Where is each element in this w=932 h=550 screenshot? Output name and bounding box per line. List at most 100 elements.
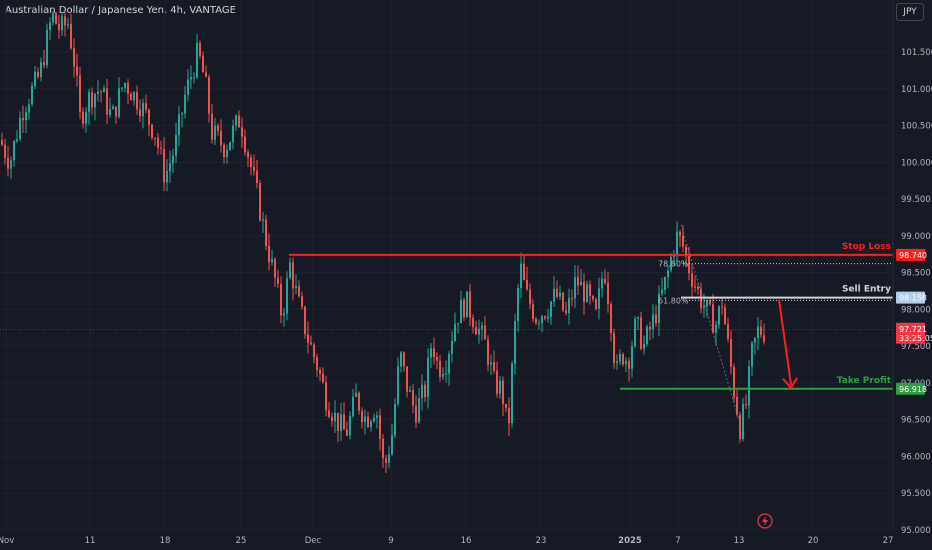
candle-body — [421, 384, 423, 399]
candle-body — [235, 115, 237, 126]
price-tick-label: 100.000 — [901, 158, 932, 168]
candle-body — [124, 83, 126, 88]
candle-body — [439, 360, 441, 377]
candle-body — [487, 339, 489, 365]
candle-body — [571, 298, 573, 300]
candle-body — [676, 231, 678, 255]
candle-body — [97, 91, 99, 94]
lightning-icon[interactable] — [757, 513, 773, 529]
candle-body — [538, 322, 540, 324]
candle-body — [373, 417, 375, 422]
candle-body — [256, 170, 258, 183]
candle-body — [433, 348, 435, 357]
lightning-icon-ring — [757, 513, 773, 529]
candle-body — [217, 125, 219, 132]
price-tick-label: 101.000 — [901, 85, 932, 95]
candle-body — [616, 361, 618, 364]
currency-button[interactable]: JPY — [896, 3, 924, 21]
candle-body — [343, 414, 345, 430]
grid — [0, 0, 893, 531]
candle-body — [688, 256, 690, 274]
candle-body — [556, 288, 558, 297]
candle-body — [67, 23, 69, 26]
current-price-tag-bg — [896, 322, 925, 344]
candle-body — [619, 353, 621, 362]
candle-body — [169, 163, 171, 172]
candle-body — [64, 16, 66, 26]
time-axis[interactable]: Nov 11 18 25 Dec 9 16 23 2025 7 13 20 27 — [0, 513, 893, 546]
take-profit-price-tag: 96.918 — [899, 385, 927, 394]
candle-body — [118, 88, 120, 117]
take-profit-price-tag-bg — [896, 382, 925, 395]
candle-body — [31, 85, 33, 105]
candle-body — [265, 219, 267, 246]
candle-body — [643, 343, 645, 349]
candle-body — [61, 16, 63, 31]
candle-body — [640, 317, 642, 349]
target-arrow-head — [782, 377, 798, 390]
candle-body — [379, 415, 381, 439]
candle-body — [148, 109, 150, 125]
candle-body — [229, 142, 231, 151]
candle-body — [13, 141, 15, 161]
stop-loss-label: Stop Loss — [842, 242, 891, 252]
candle-body — [451, 340, 453, 354]
candle-body — [679, 231, 681, 236]
candle-body — [718, 306, 720, 325]
price-tick-label: 95.000 — [901, 526, 931, 536]
candle-body — [595, 299, 597, 309]
candle-body — [751, 342, 753, 367]
candle-body — [598, 288, 600, 309]
candle-body — [646, 326, 648, 344]
candle-body — [166, 171, 168, 183]
candle-body — [682, 235, 684, 247]
candle-body — [289, 262, 291, 279]
candle-body — [151, 124, 153, 138]
candle-body — [1, 140, 3, 145]
candle-body — [748, 366, 750, 406]
sell-entry-price-tag-bg — [896, 291, 925, 304]
candle-body — [154, 137, 156, 139]
candle-body — [391, 435, 393, 455]
candle-body — [691, 273, 693, 287]
candle-body — [397, 366, 399, 404]
candle-body — [298, 286, 300, 297]
candle-body — [91, 92, 93, 108]
candle-body — [655, 314, 657, 324]
time-tick-label: 20 — [808, 536, 819, 546]
candle-body — [190, 77, 192, 80]
candle-body — [310, 342, 312, 345]
candle-body — [493, 362, 495, 371]
candle-body — [139, 109, 141, 117]
countdown-tag: 33:25:05 — [899, 334, 932, 343]
candle-body — [367, 416, 369, 428]
take-profit-label: Take Profit — [837, 376, 892, 386]
candle-body — [58, 23, 60, 31]
candle-body — [454, 323, 456, 341]
candle-body — [109, 109, 111, 115]
candle-body — [721, 306, 723, 308]
candle-body — [589, 284, 591, 297]
candle-body — [685, 246, 687, 257]
candle-body — [412, 390, 414, 406]
candle-body — [382, 438, 384, 459]
candle-body — [481, 325, 483, 329]
candle-body — [523, 263, 525, 280]
candle-body — [739, 414, 741, 440]
candle-body — [760, 326, 762, 336]
candle-body — [331, 416, 333, 422]
time-tick-label: 7 — [675, 536, 680, 546]
candle-body — [127, 83, 129, 94]
price-tick-label: 96.500 — [901, 416, 931, 426]
candle-body — [634, 318, 636, 347]
time-tick-label: 23 — [536, 536, 547, 546]
price-axis[interactable]: 95.00095.50096.00096.50097.00097.50098.0… — [892, 0, 932, 536]
candle-body — [763, 335, 765, 342]
fib-trend-line — [680, 224, 742, 427]
candle-body — [280, 283, 282, 316]
price-tick-label: 97.500 — [901, 342, 931, 352]
candle-body — [505, 403, 507, 408]
candle-body — [580, 281, 582, 286]
